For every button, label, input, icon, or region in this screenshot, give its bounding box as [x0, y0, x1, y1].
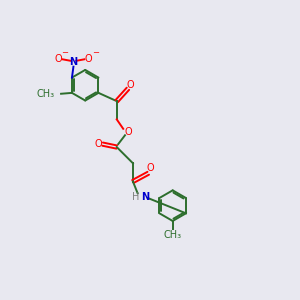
Text: N: N: [141, 192, 149, 202]
Text: CH₃: CH₃: [164, 230, 182, 240]
Text: N: N: [69, 57, 77, 67]
Text: O: O: [125, 127, 132, 137]
Text: O: O: [126, 80, 134, 90]
Text: O: O: [146, 163, 154, 173]
Text: O: O: [94, 139, 102, 149]
Text: O: O: [54, 54, 62, 64]
Text: O: O: [85, 54, 93, 64]
Text: −: −: [61, 48, 68, 57]
Text: H: H: [132, 192, 139, 203]
Text: −: −: [92, 48, 99, 57]
Text: CH₃: CH₃: [36, 89, 54, 99]
